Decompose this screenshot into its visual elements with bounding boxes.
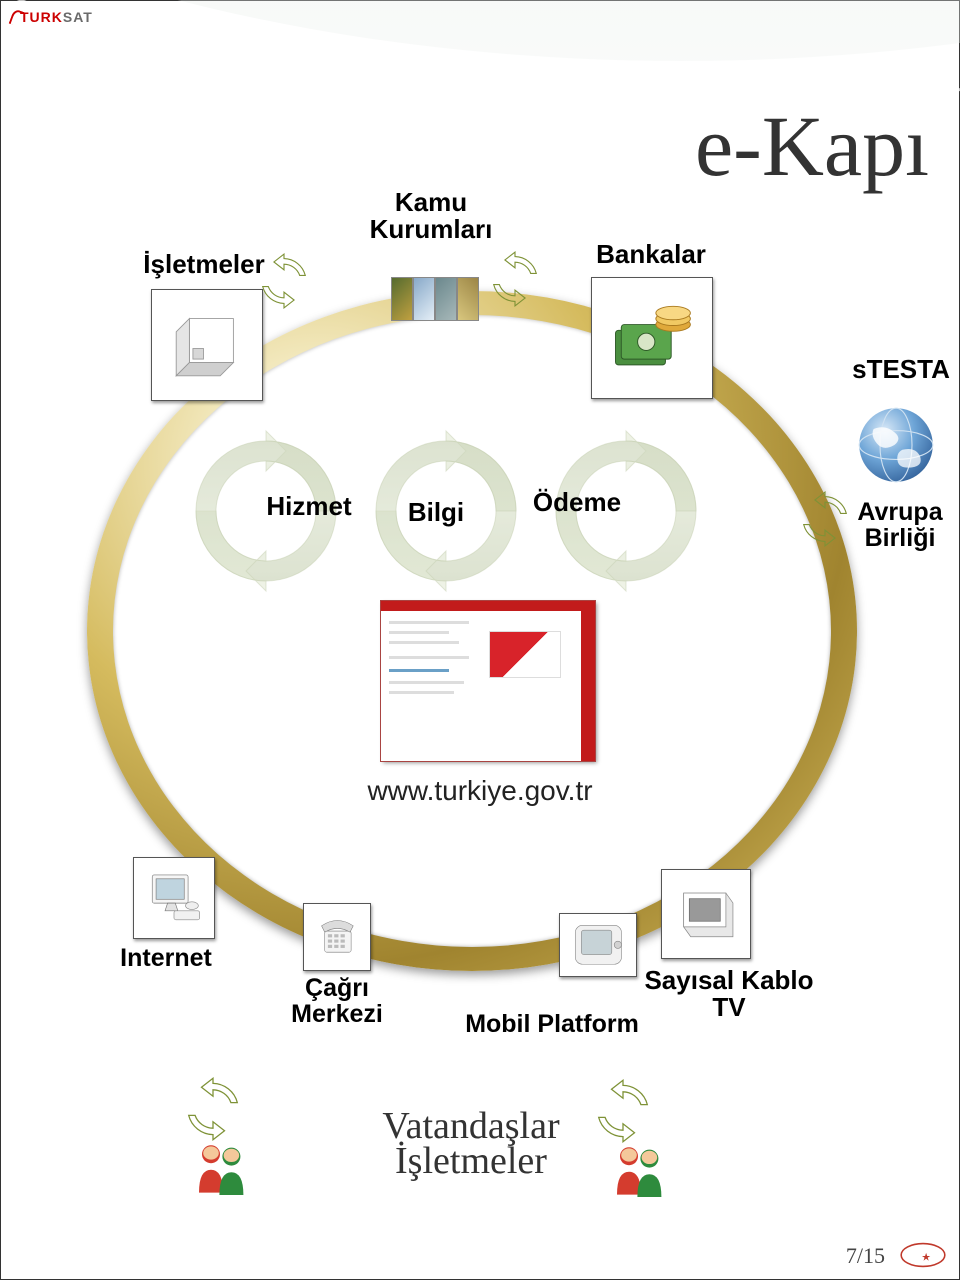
sync-icon-3: [797, 491, 853, 547]
bottom-caption: Vatandaşlarİşletmeler: [341, 1109, 601, 1179]
label-bankalar: Bankalar: [571, 241, 731, 268]
node-mobil: [559, 913, 637, 977]
bottom-right-logo: [897, 1239, 949, 1271]
page-number: 7/15: [846, 1243, 885, 1269]
label-avrupa-birligi: AvrupaBirliği: [845, 499, 955, 552]
money-icon: [604, 290, 700, 386]
sync-icon-1: [256, 253, 312, 309]
computer-icon: [142, 866, 206, 930]
node-globe: [846, 395, 946, 495]
node-kamu: [391, 255, 479, 343]
node-isletmeler: [151, 289, 263, 401]
inner-label-bilgi: Bilgi: [396, 499, 476, 526]
node-bankalar: [591, 277, 713, 399]
sync-icon-2: [487, 251, 543, 307]
sync-icon-4: [181, 1077, 245, 1141]
box-3d-icon: [163, 301, 251, 389]
node-sayisal-kablo-tv: [661, 869, 751, 959]
label-mobil: Mobil Platform: [437, 1011, 667, 1037]
center-url: www.turkiye.gov.tr: [1, 775, 959, 807]
turksat-logo: TURKSAT: [11, 9, 93, 26]
label-internet: Internet: [101, 945, 231, 971]
globe-icon: [856, 405, 936, 485]
label-kamu: KamuKurumları: [341, 189, 521, 244]
slide-title: e-Kapı: [695, 96, 929, 196]
node-cagri: [303, 903, 371, 971]
label-cagri: ÇağrıMerkezi: [277, 975, 397, 1028]
phone-icon: [311, 911, 364, 964]
inner-label-hizmet: Hizmet: [249, 493, 369, 520]
label-stesta: sTESTA: [851, 356, 951, 383]
tv-icon: [671, 879, 741, 949]
node-internet: [133, 857, 215, 939]
center-website-thumbnail: [381, 601, 595, 761]
people-icon-right: [611, 1143, 671, 1197]
people-icon-left: [193, 1141, 253, 1195]
pda-icon: [568, 920, 629, 970]
inner-label-odeme: Ödeme: [517, 489, 637, 516]
